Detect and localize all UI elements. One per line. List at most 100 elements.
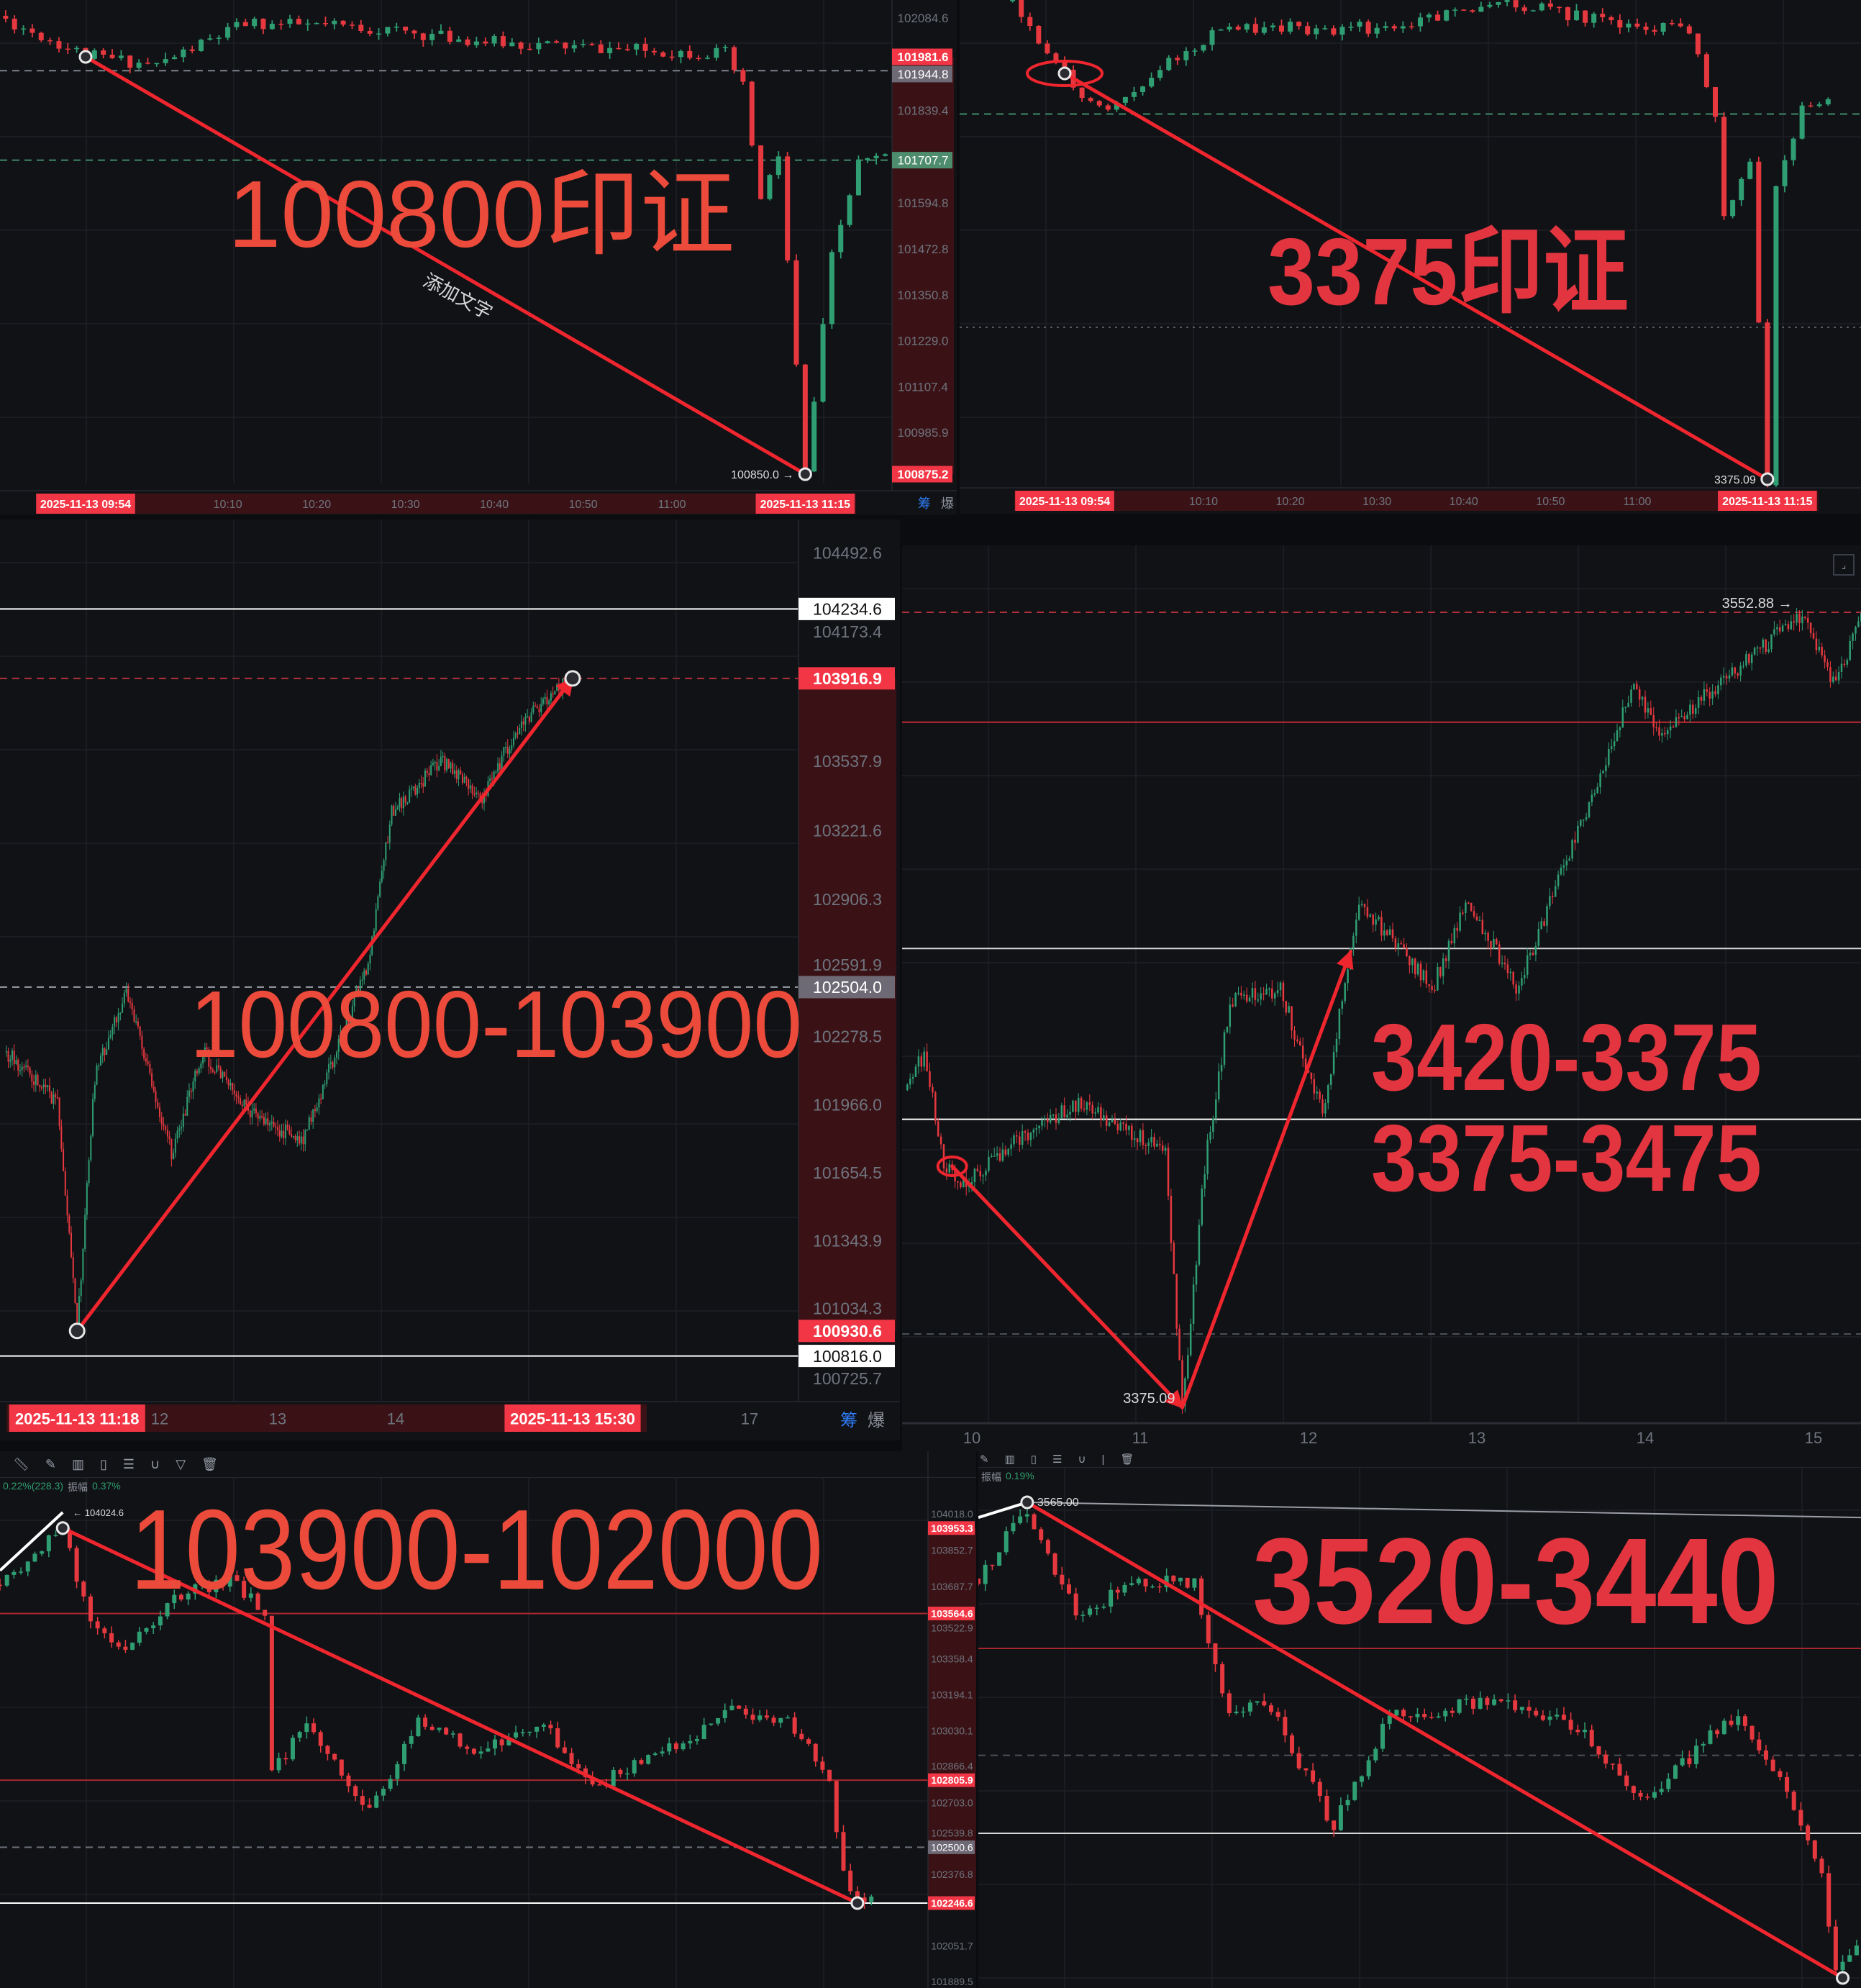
price-axis[interactable]: 102084.6 101839.4 101594.8 101472.8 101350.8… [891, 0, 957, 515]
candle-body [499, 1739, 504, 1746]
chart-panel-6[interactable]: 3565.00 ✎ ▥ ▯ ☰ ∪ | 🗑︎ 振幅 0.19% 3520-344… [978, 1451, 1861, 1988]
ruler-icon[interactable]: 📏︎ [13, 1456, 29, 1471]
price-tag [928, 1773, 975, 1787]
chart-panel-4[interactable]: 3552.88 → 3375.09 10 11 12 13 14 15 3420-3375 3… [902, 545, 1861, 1451]
chart-panel-5[interactable]: ← 104024.6 104018.0 103852.7 103687.7 103522… [0, 1451, 976, 1988]
liquidation-button[interactable]: 爆 [941, 496, 954, 511]
candle-body [1540, 1715, 1545, 1720]
candle-body [1513, 1700, 1518, 1710]
price-axis[interactable]: 104492.6 104173.4 103537.9 103221.6 102906.3… [798, 519, 900, 1440]
candlestick-chart[interactable]: 104492.6 104173.4 103537.9 103221.6 102906.3… [0, 519, 900, 1440]
anchor-point-handle[interactable] [68, 1322, 86, 1340]
lock-icon[interactable]: ▯ [99, 1456, 107, 1471]
anchor-point-handle[interactable] [1836, 1971, 1850, 1985]
drawn-line[interactable] [0, 1511, 64, 1572]
trend-line[interactable] [950, 1164, 1184, 1410]
trend-line[interactable] [83, 55, 807, 476]
chip-button[interactable]: 筹 [840, 1411, 857, 1430]
price-tag-label: 101707.7 [898, 154, 949, 168]
candlestick-chart[interactable]: 100850.0 → 102084.6 101839.4 101594.8 101472… [0, 0, 957, 515]
candle-body [66, 1195, 68, 1216]
anchor-point-handle[interactable] [1057, 66, 1072, 81]
candle-body [1782, 160, 1788, 186]
candlestick-chart[interactable]: 3565.00 [978, 1451, 1861, 1988]
candle-body [241, 1104, 243, 1107]
trash-icon[interactable]: 🗑︎ [1120, 1453, 1134, 1466]
chart-panel-2[interactable]: 3375.09 10:10 10:20 10:30 10:40 10:50 11:00 202… [960, 0, 1861, 514]
magnet-icon[interactable]: ∪ [1078, 1453, 1086, 1466]
candlestick-chart[interactable]: 3375.09 10:10 10:20 10:30 10:40 10:50 11:00 202… [960, 0, 1861, 514]
price-tag [892, 65, 952, 83]
trend-line[interactable] [60, 1526, 860, 1905]
candle-body [534, 1726, 540, 1732]
x-tick-label: 10:30 [1362, 496, 1391, 508]
candle-body [1268, 988, 1270, 990]
trend-line[interactable] [1063, 71, 1770, 481]
note-icon[interactable]: ☰ [122, 1456, 135, 1471]
chart-panel-3[interactable]: 104492.6 104173.4 103537.9 103221.6 102906.3… [0, 519, 900, 1440]
price-tag-label: 100930.6 [813, 1322, 882, 1340]
anchor-point-handle[interactable] [78, 50, 93, 64]
anchor-point-handle[interactable] [798, 467, 812, 481]
candle-body [1288, 1006, 1290, 1013]
candles-icon[interactable]: ▥ [71, 1456, 84, 1471]
brush-icon[interactable]: ✎ [980, 1453, 989, 1466]
candle-body [1452, 9, 1458, 11]
candle-body [1279, 982, 1282, 991]
highlight-ellipse[interactable] [936, 1155, 968, 1177]
candle-body [1086, 1102, 1088, 1110]
candle-body [1156, 1143, 1158, 1147]
anchor-point-handle[interactable] [1760, 472, 1775, 486]
filter-icon[interactable]: ▽ [176, 1456, 186, 1471]
anchor-point-handle[interactable] [55, 1521, 70, 1535]
trend-line[interactable] [75, 676, 575, 1333]
candle-body [302, 1136, 304, 1145]
candle-body [145, 1058, 147, 1062]
lock-icon[interactable]: ▯ [1030, 1453, 1037, 1466]
candle-body [1276, 990, 1279, 994]
candles-icon[interactable]: ▥ [1004, 1453, 1015, 1466]
candle-body [996, 1153, 998, 1156]
brush-icon[interactable]: ✎ [45, 1456, 56, 1471]
candle-body [297, 1732, 302, 1738]
anchor-point-handle[interactable] [850, 1896, 865, 1910]
candle-body [145, 63, 150, 64]
candles [3, 10, 897, 473]
liquidation-button[interactable]: 爆 [868, 1411, 885, 1430]
chip-button[interactable]: 筹 [918, 496, 931, 511]
candle-body [263, 1117, 265, 1125]
note-icon[interactable]: ☰ [1052, 1453, 1063, 1466]
candle-body [1229, 1004, 1232, 1027]
candle-body [65, 48, 70, 50]
drawn-line[interactable] [978, 1501, 1028, 1520]
candle-body [563, 42, 568, 49]
anchor-point-handle[interactable] [1020, 1495, 1034, 1510]
drawn-line[interactable] [1027, 1502, 1861, 1519]
candle-body [1840, 1961, 1845, 1971]
price-axis[interactable]: 104018.0 103852.7 103687.7 103522.9 103358.4… [927, 1451, 976, 1988]
candle-body [292, 1135, 294, 1138]
collapse-icon[interactable]: ⌟ [1833, 554, 1855, 576]
candle-body [829, 252, 834, 324]
chart-panel-1[interactable]: 100850.0 → 102084.6 101839.4 101594.8 101472… [0, 0, 957, 515]
trend-line[interactable] [1025, 1500, 1845, 1980]
trash-icon[interactable]: 🗑︎ [201, 1456, 218, 1471]
candlestick-chart[interactable]: 3552.88 → 3375.09 10 11 12 13 14 15 [902, 545, 1861, 1451]
candle-body [343, 1033, 345, 1035]
trend-line[interactable] [1180, 950, 1354, 1410]
pin-icon[interactable]: | [1101, 1453, 1105, 1466]
anchor-point-handle[interactable] [564, 670, 581, 687]
candle-body [802, 364, 808, 472]
candlestick-chart[interactable]: ← 104024.6 104018.0 103852.7 103687.7 103522… [0, 1451, 976, 1988]
magnet-icon[interactable]: ∪ [150, 1456, 160, 1471]
candle-body [1694, 1746, 1699, 1764]
time-axis[interactable]: 10:10 10:20 10:30 10:40 10:50 11:00 2025-11-13… [960, 487, 1861, 514]
candle-body [489, 778, 491, 781]
candle-body [914, 1066, 917, 1077]
time-axis[interactable]: 10:10 10:20 10:30 10:40 10:50 11:00 2025-11-13… [0, 490, 957, 515]
candle-body [434, 761, 436, 763]
candle-body [367, 30, 373, 34]
time-axis[interactable]: 12 13 14 17 2025-11-13 11:18 2025-11-13 15:30 [0, 1401, 900, 1440]
candle-body [13, 1050, 15, 1064]
highlight-ellipse[interactable] [1026, 60, 1104, 87]
